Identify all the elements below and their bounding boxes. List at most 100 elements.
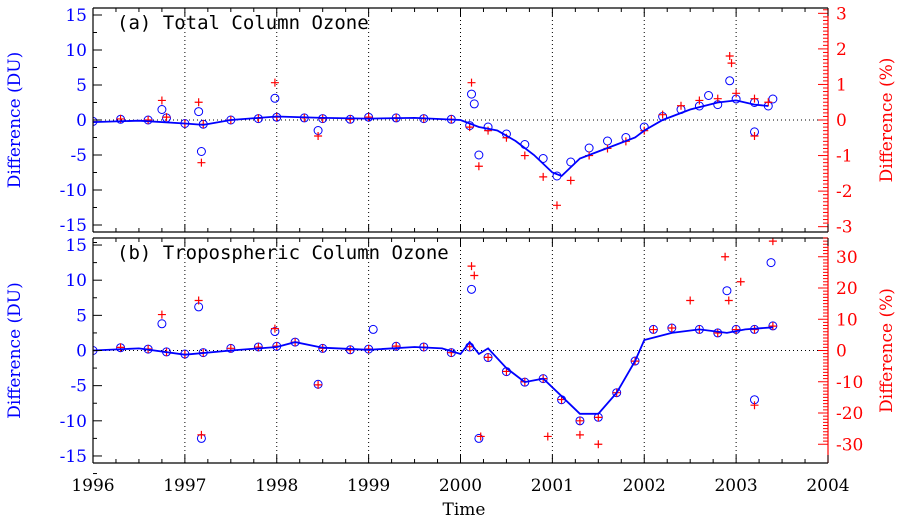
ytick-label-right-b-0: -30 bbox=[836, 435, 863, 455]
data-point-plus-a-3-5 bbox=[467, 78, 476, 87]
data-point-plus-a-2-28 bbox=[677, 101, 685, 110]
shared-x-axis: 1996 1997 1998 1999 2000 2001 2002 2003 2004 bbox=[71, 476, 849, 496]
data-point-circle-a-0-23 bbox=[584, 143, 594, 153]
data-point-plus-a-2-29 bbox=[695, 96, 704, 105]
data-point-plus-a-3-7 bbox=[725, 52, 734, 60]
ytick-label-right-b-3: 0 bbox=[836, 342, 847, 362]
panel-title-a: (a) Total Column Ozone bbox=[117, 12, 369, 34]
ytick-label-left-b-3: 0 bbox=[76, 342, 87, 362]
data-point-circle-a-1-7 bbox=[474, 150, 484, 160]
ytick-label-right-a-0: -3 bbox=[836, 218, 853, 238]
data-point-plus-b-2-22 bbox=[575, 416, 584, 425]
data-point-plus-a-2-12 bbox=[364, 113, 373, 122]
data-point-circle-b-1-10 bbox=[766, 258, 776, 268]
panel-title-b: (b) Tropospheric Column Ozone bbox=[117, 242, 449, 264]
data-point-plus-a-3-4 bbox=[314, 132, 323, 140]
data-point-plus-b-3-14 bbox=[736, 277, 745, 286]
data-point-plus-a-3-0 bbox=[157, 96, 166, 105]
ytick-label-right-a-2: -1 bbox=[836, 147, 853, 167]
ytick-label-left-b-1: -10 bbox=[60, 412, 87, 432]
data-point-circle-a-1-3 bbox=[270, 93, 280, 103]
data-point-circle-a-1-8 bbox=[704, 91, 714, 100]
ytick-label-left-a-1: -10 bbox=[60, 181, 87, 201]
data-point-plus-a-3-6 bbox=[474, 162, 483, 171]
data-point-plus-b-3-13 bbox=[724, 296, 733, 305]
ytick-label-right-b-5: 20 bbox=[836, 279, 858, 299]
data-point-plus-b-3-2 bbox=[197, 430, 206, 439]
data-point-plus-b-3-4 bbox=[314, 380, 323, 389]
data-point-plus-b-2-29 bbox=[713, 329, 722, 337]
xtick-label-3: 1999 bbox=[347, 476, 390, 496]
trend-line-b bbox=[93, 326, 773, 415]
data-point-plus-b-3-5 bbox=[467, 262, 476, 271]
ytick-label-left-a-0: -15 bbox=[60, 216, 87, 236]
ytick-label-left-b-6: 15 bbox=[65, 236, 87, 256]
data-point-plus-b-2-7 bbox=[254, 343, 263, 352]
data-point-circle-b-1-6 bbox=[467, 284, 477, 294]
panel-tropospheric-column-ozone: -15 -10 -5 0 5 10 15 -30 -20 -10 0 10 20 30 (b) Tropos… bbox=[5, 236, 897, 475]
xtick-label-2: 1998 bbox=[255, 476, 298, 496]
data-point-plus-a-2-3 bbox=[162, 113, 171, 122]
xtick-label-0: 1996 bbox=[71, 476, 114, 496]
data-point-plus-b-2-23 bbox=[594, 413, 603, 422]
data-point-plus-a-3-8 bbox=[727, 59, 736, 68]
xtick-label-4: 2000 bbox=[439, 476, 482, 496]
ytick-label-left-b-5: 10 bbox=[65, 271, 87, 291]
ytick-label-right-b-6: 30 bbox=[836, 248, 858, 268]
ytick-label-right-b-1: -20 bbox=[836, 404, 863, 424]
ytick-label-left-a-3: 0 bbox=[76, 111, 87, 131]
y-axis-label-left-a: Difference (DU) bbox=[5, 52, 25, 189]
data-point-plus-b-3-3 bbox=[270, 324, 279, 333]
plot-area-a bbox=[93, 52, 778, 210]
ytick-label-left-b-2: -5 bbox=[70, 377, 87, 397]
data-point-plus-a-2-21 bbox=[552, 201, 561, 210]
data-point-circle-a-1-6 bbox=[469, 99, 479, 109]
data-point-circle-b-1-7 bbox=[474, 433, 484, 443]
data-point-plus-a-3-2 bbox=[197, 158, 206, 167]
data-point-plus-a-3-3 bbox=[270, 78, 279, 87]
data-point-plus-a-2-22 bbox=[566, 176, 575, 185]
data-point-circle-a-0-24 bbox=[603, 136, 612, 146]
data-point-plus-a-2-33 bbox=[764, 98, 773, 107]
plot-area-b bbox=[93, 238, 778, 449]
ytick-label-right-a-5: 2 bbox=[836, 40, 847, 60]
data-point-plus-b-2-17 bbox=[484, 353, 493, 362]
ytick-label-right-a-4: 1 bbox=[836, 75, 847, 95]
data-point-plus-a-2-30 bbox=[713, 94, 722, 103]
xtick-label-8: 2004 bbox=[806, 476, 849, 496]
data-point-circle-a-1-2 bbox=[196, 147, 206, 156]
data-point-plus-b-3-6 bbox=[470, 271, 479, 280]
ytick-label-left-a-5: 10 bbox=[65, 41, 87, 61]
data-point-circle-a-0-22 bbox=[566, 157, 576, 167]
y-axis-label-right-a: Difference (%) bbox=[877, 58, 897, 183]
data-point-plus-b-3-8 bbox=[543, 432, 552, 441]
data-point-plus-a-2-19 bbox=[520, 151, 529, 160]
data-point-plus-b-2-26 bbox=[649, 325, 658, 334]
data-point-circle-a-1-1 bbox=[194, 107, 204, 117]
data-point-plus-a-2-20 bbox=[539, 172, 548, 181]
data-point-plus-b-3-9 bbox=[575, 430, 584, 439]
ytick-label-left-b-4: 5 bbox=[76, 306, 87, 326]
data-point-circle-a-1-0 bbox=[157, 105, 167, 114]
xtick-label-1: 1997 bbox=[163, 476, 206, 496]
data-point-plus-b-2-27 bbox=[667, 324, 676, 332]
data-point-circle-b-1-5 bbox=[368, 324, 378, 334]
data-point-plus-b-2-32 bbox=[768, 322, 777, 331]
ytick-label-left-a-4: 5 bbox=[76, 76, 87, 96]
data-point-plus-a-2-11 bbox=[346, 115, 355, 124]
trend-line-a bbox=[93, 99, 769, 178]
data-point-plus-a-3-1 bbox=[194, 98, 203, 107]
data-point-plus-a-3-9 bbox=[750, 132, 759, 140]
xtick-label-6: 2002 bbox=[623, 476, 666, 496]
xtick-label-5: 2001 bbox=[531, 476, 574, 496]
y-axis-label-right-b: Difference (%) bbox=[877, 288, 897, 413]
data-point-circle-a-1-5 bbox=[467, 89, 477, 99]
ytick-label-right-a-1: -2 bbox=[836, 182, 853, 202]
ytick-label-right-b-4: 10 bbox=[836, 310, 858, 330]
data-point-plus-a-2-32 bbox=[750, 94, 759, 103]
y-axis-label-left-b: Difference (DU) bbox=[5, 282, 25, 419]
ytick-label-left-a-2: -5 bbox=[70, 146, 87, 166]
data-point-plus-b-3-11 bbox=[686, 296, 695, 305]
